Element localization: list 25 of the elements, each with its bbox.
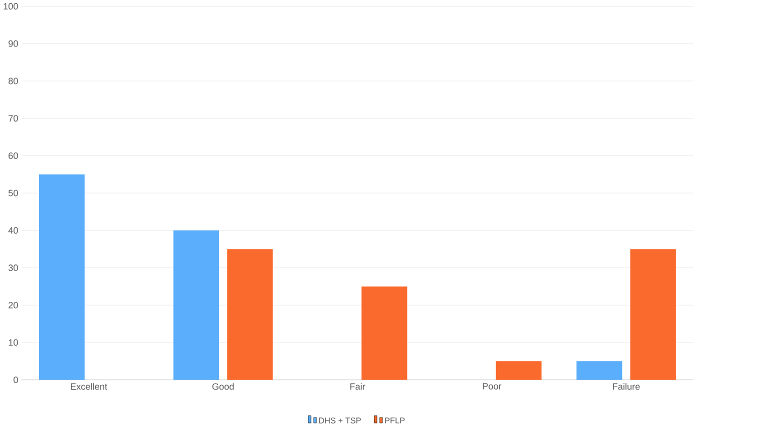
y-tick-label: 20 xyxy=(8,302,18,308)
y-tick-label: 30 xyxy=(8,264,18,271)
legend-label: PFLP xyxy=(385,418,405,424)
y-tick-label: 100 xyxy=(4,3,18,10)
bar xyxy=(39,174,85,380)
y-tick-label: 40 xyxy=(8,227,18,234)
x-tick-label: Good xyxy=(212,383,234,390)
bar xyxy=(173,230,220,380)
y-tick-label: 60 xyxy=(8,152,18,159)
bar xyxy=(496,361,542,380)
bar xyxy=(576,361,622,380)
y-tick-label: 90 xyxy=(8,40,18,47)
y-tick-label: 10 xyxy=(8,339,18,346)
x-tick-label: Excellent xyxy=(70,383,108,390)
bar xyxy=(361,286,408,380)
x-tick-label: Failure xyxy=(612,383,640,390)
legend-label: DHS + TSP xyxy=(319,418,361,424)
y-tick-label: 70 xyxy=(8,115,18,122)
bar xyxy=(630,249,676,380)
x-tick-label: Fair xyxy=(350,383,366,390)
y-tick-label: 80 xyxy=(8,78,18,84)
bar xyxy=(227,249,273,380)
y-tick-label: 50 xyxy=(8,190,18,196)
y-tick-label: 0 xyxy=(14,376,18,384)
x-tick-label: Poor xyxy=(482,383,502,390)
